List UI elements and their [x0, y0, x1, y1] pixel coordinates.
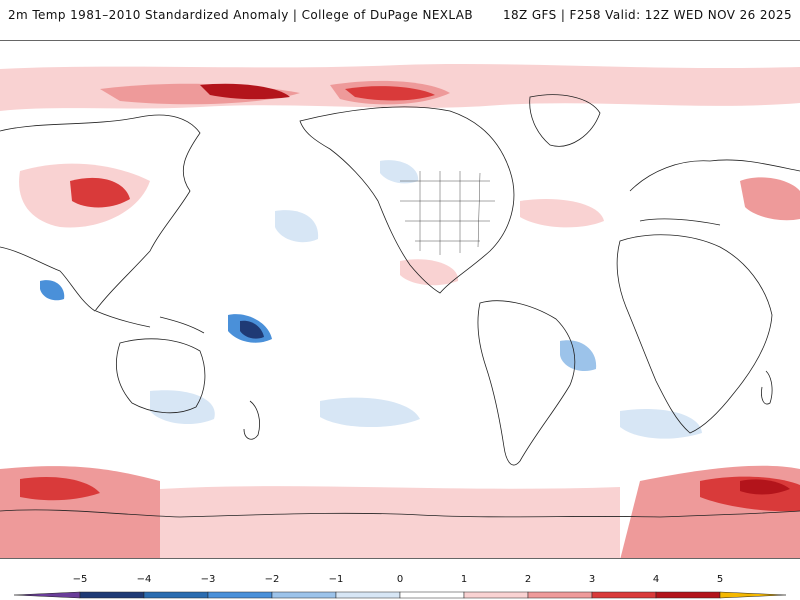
legend-canvas: −5 −4 −3 −2 −1 0 1 2 3 4 5: [13, 574, 787, 599]
legend-tick-label: −1: [329, 574, 344, 585]
legend-tick-label: 5: [717, 574, 723, 585]
legend-segment-m1-0: [335, 591, 401, 599]
legend-segment-m2-m1: [271, 591, 337, 599]
anomaly-map-canvas: [0, 41, 800, 558]
anomaly-shading: [0, 64, 800, 558]
anomaly-map: [0, 40, 800, 559]
legend-color-bar: [13, 591, 787, 599]
legend-tick-label: 4: [653, 574, 659, 585]
legend-segment-p3-p4: [591, 591, 657, 599]
legend-segment-m4-m3: [143, 591, 209, 599]
legend-tick-label: 3: [589, 574, 595, 585]
legend-segment-m5-m4: [79, 591, 145, 599]
color-scale-legend: −5 −4 −3 −2 −1 0 1 2 3 4 5: [0, 568, 800, 600]
legend-segment-zero-1: [399, 591, 465, 599]
legend-tick-label: −3: [201, 574, 216, 585]
legend-segment-below-min: [13, 591, 81, 599]
legend-tick-label: 0: [397, 574, 403, 585]
legend-segment-p1-p2: [463, 591, 529, 599]
legend-segment-p4-p5: [655, 591, 721, 599]
legend-tick-label: 1: [461, 574, 467, 585]
map-background: [0, 41, 800, 558]
legend-tick-label: 2: [525, 574, 531, 585]
legend-segment-p2-p3: [527, 591, 593, 599]
header-bar: 2m Temp 1981–2010 Standardized Anomaly |…: [0, 0, 800, 32]
legend-tick-label: −5: [73, 574, 88, 585]
legend-segment-above-max: [719, 591, 787, 599]
legend-tick-label: −4: [137, 574, 152, 585]
map-title: 2m Temp 1981–2010 Standardized Anomaly |…: [8, 8, 474, 22]
legend-tick-label: −2: [265, 574, 280, 585]
model-run-info: 18Z GFS | F258 Valid: 12Z WED NOV 26 202…: [502, 8, 792, 22]
legend-segment-m3-m2: [207, 591, 273, 599]
coastlines: [0, 94, 800, 518]
legend-tick-labels: −5 −4 −3 −2 −1 0 1 2 3 4 5: [73, 574, 724, 585]
us-state-borders: [400, 171, 495, 255]
